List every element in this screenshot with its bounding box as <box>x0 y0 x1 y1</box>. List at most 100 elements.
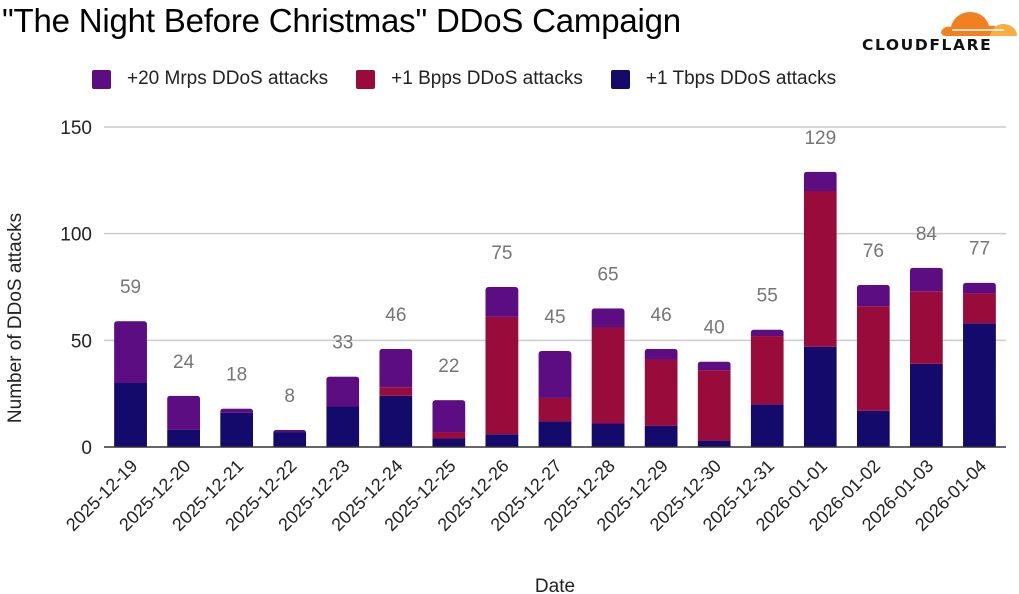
total-label: 59 <box>120 277 141 298</box>
bar-segment-bpps <box>750 336 784 405</box>
total-label: 40 <box>704 318 725 339</box>
bar-segment-tbps <box>856 410 890 447</box>
x-axis-ticks: 2025-12-192025-12-202025-12-212025-12-22… <box>62 456 990 535</box>
total-label: 77 <box>969 239 990 260</box>
bar-segment-mrps <box>750 329 784 337</box>
bar-segment-mrps <box>326 376 360 407</box>
legend-item-tbps: +1 Tbps DDoS attacks <box>610 68 837 90</box>
bar-stack <box>909 267 943 447</box>
y-tick-label: 100 <box>60 225 92 246</box>
total-label: 18 <box>226 365 247 386</box>
total-label: 33 <box>332 333 353 354</box>
total-label: 129 <box>804 128 836 149</box>
y-axis-label: Number of DDoS attacks <box>5 213 26 423</box>
bar-segment-bpps <box>644 359 678 426</box>
bar-segment-tbps <box>591 423 625 447</box>
bar-segment-tbps <box>432 438 466 447</box>
legend-item-bpps: +1 Bpps DDoS attacks <box>356 68 583 90</box>
bar-segment-mrps <box>114 321 147 383</box>
total-label: 46 <box>651 305 672 326</box>
bar-segment-mrps <box>273 429 307 433</box>
total-label: 24 <box>173 352 195 373</box>
bar-segment-tbps <box>220 412 254 447</box>
bar-segment-tbps <box>379 395 413 447</box>
total-labels: 59 24 18 8 33 46 22 75 45 65 46 40 55 129 76 84 77 <box>120 128 990 407</box>
legend-swatch-tbps <box>610 69 630 89</box>
bar-segment-bpps <box>538 397 572 422</box>
bar-segment-tbps <box>963 323 996 447</box>
bar-segment-tbps <box>909 363 943 447</box>
bar-stack <box>856 284 890 447</box>
bar-stack <box>326 376 360 447</box>
bar-stack <box>167 395 201 447</box>
logo-wordmark: CLOUDFLARE <box>862 36 993 54</box>
total-label: 65 <box>597 264 618 285</box>
bar-segment-tbps <box>697 440 731 447</box>
bar-segment-tbps <box>750 404 784 447</box>
bar-segment-mrps <box>538 351 572 398</box>
y-tick-label: 50 <box>71 331 92 352</box>
bar-segment-tbps <box>273 432 307 447</box>
chart-title: "The Night Before Christmas" DDoS Campai… <box>2 2 681 39</box>
cloudflare-logo: CLOUDFLARE <box>862 2 1019 58</box>
bar-segment-bpps <box>379 387 413 396</box>
bar-stack <box>697 361 731 447</box>
legend-label-bpps: +1 Bpps DDoS attacks <box>391 68 583 89</box>
total-label: 46 <box>385 305 406 326</box>
bar-segment-mrps <box>963 282 996 294</box>
bar-segment-tbps <box>326 406 360 447</box>
cloud-icon <box>941 12 1017 36</box>
bar-stack <box>114 321 147 447</box>
bar-segment-mrps <box>379 348 413 388</box>
bar-segment-tbps <box>114 383 147 447</box>
total-label: 22 <box>438 356 459 377</box>
y-axis-ticks: 0 50 100 150 <box>60 118 92 459</box>
bar-segment-mrps <box>432 400 466 433</box>
bar-segment-tbps <box>485 434 519 447</box>
bar-segment-bpps <box>963 293 996 324</box>
total-label: 45 <box>544 307 565 328</box>
legend-label-tbps: +1 Tbps DDoS attacks <box>645 68 837 89</box>
bar-segment-bpps <box>591 327 625 424</box>
bar-stack <box>591 308 625 447</box>
bar-stack <box>803 171 837 447</box>
bar-stack <box>220 408 254 447</box>
bar-stack <box>644 348 678 447</box>
bar-segment-bpps <box>856 306 890 411</box>
bar-stack <box>485 287 519 447</box>
bar-segment-bpps <box>485 316 519 435</box>
total-label: 55 <box>757 286 778 307</box>
bar-stack <box>538 351 572 447</box>
bar-segment-tbps <box>644 425 678 447</box>
legend-label-mrps: +20 Mrps DDoS attacks <box>127 68 329 89</box>
bar-segment-mrps <box>856 284 890 307</box>
bar-segment-mrps <box>591 308 625 328</box>
total-label: 75 <box>491 243 512 264</box>
bar-segment-bpps <box>432 432 466 439</box>
y-tick-label: 0 <box>81 438 92 459</box>
legend-item-mrps: +20 Mrps DDoS attacks <box>92 68 328 90</box>
total-label: 76 <box>863 241 884 262</box>
legend: +20 Mrps DDoS attacks +1 Bpps DDoS attac… <box>92 68 864 90</box>
bar-stack <box>432 400 466 447</box>
bar-segment-bpps <box>697 370 731 441</box>
bar-stack <box>963 282 996 447</box>
bar-segment-tbps <box>167 429 201 447</box>
bar-segment-mrps <box>909 267 943 292</box>
bar-segment-mrps <box>644 348 678 360</box>
legend-swatch-bpps <box>356 69 376 89</box>
bar-segment-tbps <box>803 346 837 447</box>
bar-segment-mrps <box>485 287 519 317</box>
bar-stack <box>750 329 784 447</box>
y-tick-label: 150 <box>60 118 92 139</box>
bar-stack <box>379 348 413 447</box>
bar-segment-tbps <box>538 421 572 447</box>
bar-segment-mrps <box>803 171 837 191</box>
legend-swatch-mrps <box>92 69 111 89</box>
bar-segment-bpps <box>909 291 943 364</box>
gridlines <box>104 126 1006 342</box>
bar-segment-bpps <box>803 191 837 347</box>
bar-segment-mrps <box>697 361 731 371</box>
bar-segment-mrps <box>220 408 254 413</box>
